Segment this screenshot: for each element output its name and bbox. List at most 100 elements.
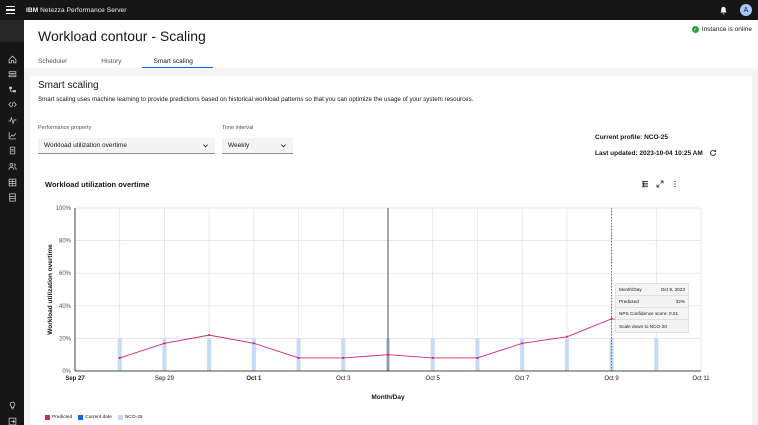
chart-tooltip: Month/Day Oct 9, 2023 Predicted 32% NPS Co… bbox=[615, 283, 689, 333]
predicted-point[interactable] bbox=[297, 356, 300, 360]
chart-title: Workload utilization overtime bbox=[45, 180, 150, 189]
x-tick-label: Sep 27 bbox=[65, 376, 85, 382]
chevron-down-icon bbox=[202, 142, 209, 149]
nco-bar bbox=[117, 338, 122, 371]
side-nav bbox=[0, 20, 24, 425]
nco-bar bbox=[564, 338, 569, 371]
home-icon[interactable] bbox=[7, 54, 17, 64]
last-updated: Last updated: 2023-10-04 10:25 AM bbox=[595, 149, 717, 157]
database-icon[interactable] bbox=[7, 69, 17, 79]
table-view-icon[interactable] bbox=[641, 180, 649, 188]
predicted-point[interactable] bbox=[386, 353, 390, 356]
section-description: Smart scaling uses machine learning to p… bbox=[38, 96, 474, 103]
y-tick-label: 40% bbox=[59, 304, 72, 310]
tab-scheduler[interactable]: Scheduler bbox=[38, 57, 68, 65]
tooltip-row: Predicted 32% bbox=[616, 296, 688, 308]
maximize-icon[interactable] bbox=[656, 180, 664, 188]
smart-scaling-panel: Smart scaling Smart scaling uses machine… bbox=[30, 76, 752, 425]
activity-icon[interactable] bbox=[7, 115, 17, 125]
legend-swatch bbox=[117, 415, 123, 420]
chevron-down-icon bbox=[280, 142, 287, 149]
tab-smart-scaling[interactable]: Smart scaling bbox=[141, 54, 213, 68]
overflow-menu-icon[interactable] bbox=[671, 180, 679, 188]
menu-icon[interactable] bbox=[0, 0, 20, 20]
predicted-point[interactable] bbox=[163, 342, 166, 345]
y-tick-label: 80% bbox=[59, 239, 72, 245]
nco-bar bbox=[162, 338, 167, 371]
y-tick-label: 60% bbox=[59, 271, 72, 277]
checkmark-icon: ✓ bbox=[691, 26, 699, 33]
side-nav-active-slot bbox=[0, 20, 24, 42]
catalog-icon[interactable] bbox=[7, 177, 17, 187]
time-interval-value: Weekly bbox=[228, 142, 250, 149]
legend-swatch bbox=[78, 415, 84, 420]
instance-status: ✓ Instance is online bbox=[691, 26, 752, 33]
y-axis-title: Workload utilization overtime bbox=[47, 244, 54, 335]
tooltip-row: Month/Day Oct 9, 2023 bbox=[616, 284, 688, 296]
x-tick-label: Oct 3 bbox=[336, 376, 351, 382]
y-tick-label: 100% bbox=[56, 206, 72, 212]
page-title: Workload contour - Scaling bbox=[38, 28, 206, 44]
tooltip-row: Scale down to NCO-20 bbox=[619, 323, 667, 329]
time-interval-dropdown[interactable]: Weekly bbox=[222, 138, 293, 154]
predicted-point[interactable] bbox=[476, 356, 479, 360]
storage-icon[interactable] bbox=[7, 192, 17, 202]
nco-bar bbox=[609, 338, 614, 371]
y-tick-label: 20% bbox=[59, 336, 72, 342]
nco-bar bbox=[520, 338, 525, 371]
legend-item-predicted[interactable]: Predicted bbox=[45, 415, 72, 420]
nco-bar bbox=[251, 338, 256, 371]
x-tick-label: Oct 9 bbox=[604, 376, 619, 382]
user-avatar[interactable]: A bbox=[740, 4, 752, 16]
code-icon[interactable] bbox=[7, 99, 17, 109]
legend-swatch bbox=[45, 415, 50, 420]
query-icon[interactable] bbox=[7, 145, 17, 155]
chart-icon[interactable] bbox=[7, 130, 17, 140]
data-structure-icon[interactable] bbox=[7, 84, 17, 94]
content-area: Smart scaling Smart scaling uses machine… bbox=[24, 68, 758, 425]
page-header: Workload contour - Scaling ✓ Instance is… bbox=[24, 20, 758, 68]
instance-status-text: Instance is online bbox=[701, 26, 752, 33]
product-name: IBM Netezza Performance Server bbox=[26, 6, 127, 14]
predicted-point[interactable] bbox=[118, 356, 121, 360]
current-profile: Current profile: NCO-25 bbox=[595, 134, 668, 141]
refresh-icon[interactable] bbox=[709, 149, 717, 157]
predicted-point[interactable] bbox=[342, 356, 345, 360]
tooltip-row: NPS Confidence score: 0.01 bbox=[616, 308, 688, 320]
legend-item-current-date[interactable]: Current date bbox=[78, 415, 112, 420]
performance-property-label: Performance property bbox=[38, 125, 92, 131]
predicted-point[interactable] bbox=[565, 335, 568, 338]
users-icon[interactable] bbox=[7, 161, 17, 171]
nco-bar bbox=[341, 338, 346, 371]
predicted-point[interactable] bbox=[252, 342, 255, 345]
utilization-chart: 0% 20% 40% 60% 80% 100% Sep 27 Sep 29 Oct 1 Oct 3… bbox=[47, 206, 710, 401]
last-updated-text: Last updated: 2023-10-04 10:25 AM bbox=[595, 149, 703, 157]
x-tick-label: Oct 5 bbox=[426, 376, 441, 382]
top-bar: IBM Netezza Performance Server A bbox=[0, 0, 758, 20]
nco-bar bbox=[475, 338, 480, 371]
predicted-point[interactable] bbox=[521, 342, 524, 345]
nco-bar bbox=[207, 338, 212, 371]
performance-property-value: Workload utilization overtime bbox=[44, 142, 127, 149]
x-tick-label: Oct 1 bbox=[246, 376, 262, 382]
section-title: Smart scaling bbox=[38, 80, 99, 91]
predicted-point[interactable] bbox=[208, 334, 211, 337]
logout-icon[interactable] bbox=[7, 416, 17, 425]
predicted-point[interactable] bbox=[610, 317, 613, 320]
performance-property-dropdown[interactable]: Workload utilization overtime bbox=[38, 138, 215, 154]
x-tick-label: Oct 7 bbox=[515, 376, 530, 382]
tab-list: Scheduler History Smart scaling bbox=[24, 54, 213, 68]
nco-bar bbox=[296, 338, 301, 371]
chart-legend: Predicted Current date NCO-25 bbox=[45, 415, 143, 420]
y-tick-label: 0% bbox=[62, 369, 71, 375]
x-tick-label: Sep 29 bbox=[155, 376, 175, 382]
predicted-point[interactable] bbox=[431, 356, 434, 360]
chart-toolbar bbox=[641, 180, 679, 188]
time-interval-label: Time interval bbox=[222, 125, 254, 131]
nco-bar bbox=[654, 338, 659, 371]
x-axis-title: Month/Day bbox=[371, 394, 405, 401]
legend-item-nco[interactable]: NCO-25 bbox=[117, 415, 143, 420]
notification-bell-icon[interactable] bbox=[718, 5, 728, 15]
help-icon[interactable] bbox=[7, 400, 17, 410]
tab-history[interactable]: History bbox=[101, 57, 122, 65]
